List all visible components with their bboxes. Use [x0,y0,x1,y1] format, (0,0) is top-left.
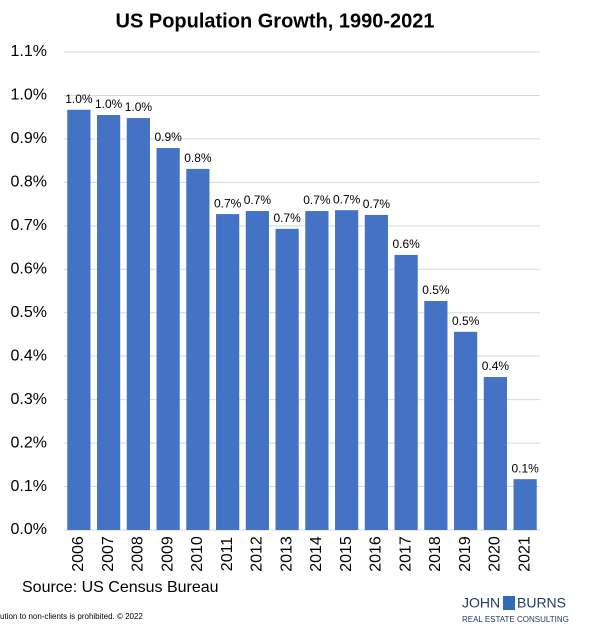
bar [335,210,359,530]
value-label: 1.0% [95,97,123,111]
x-tick-label: 2010 [189,536,206,572]
bar [186,168,210,530]
x-tick-label: 2007 [100,536,117,572]
value-label: 0.7% [244,193,272,207]
bar [513,479,537,530]
value-label: 0.7% [363,197,391,211]
chart-title: US Population Growth, 1990-2021 [116,10,435,32]
x-tick-label: 2021 [516,536,533,572]
x-tick-label: 2016 [368,536,385,572]
y-tick-label: 0.5% [11,304,47,321]
value-label: 0.9% [154,130,182,144]
logo: JOHN BURNS REAL ESTATE CONSULTING [462,595,569,624]
value-label: 0.6% [392,237,420,251]
bar [305,211,329,530]
bar [156,148,180,530]
value-label: 0.4% [482,359,510,373]
y-tick-label: 1.1% [11,43,47,60]
bar [275,228,299,531]
x-tick-label: 2019 [457,536,474,572]
bar [394,254,418,530]
x-tick-label: 2015 [338,536,355,572]
y-tick-label: 0.7% [11,217,47,234]
bar [126,118,150,531]
value-label: 0.5% [422,283,450,297]
value-label: 1.0% [65,92,93,106]
logo-name: BURNS [517,595,566,611]
y-tick-label: 0.0% [11,521,47,538]
value-label: 0.7% [333,192,361,206]
y-tick-label: 0.6% [11,260,47,277]
y-tick-label: 1.0% [11,87,47,104]
value-label: 0.7% [214,196,242,210]
x-tick-label: 2017 [397,536,414,572]
bar [424,300,448,530]
x-tick-label: 2011 [219,537,236,572]
x-tick-label: 2020 [487,536,504,572]
y-tick-label: 0.4% [11,347,47,364]
source: Source: US Census Bureau [22,579,219,596]
x-tick-label: 2014 [308,536,325,572]
bar [454,331,478,530]
y-tick-label: 0.1% [11,478,47,495]
value-label: 0.5% [452,314,480,328]
bar [67,109,91,530]
value-label: 0.7% [273,211,301,225]
footer: ution to non-clients is prohibited. © 20… [0,612,143,621]
bar [483,377,507,530]
logo-name: JOHN [462,595,500,611]
y-tick-label: 0.8% [11,174,47,191]
bar [216,214,240,530]
bar [364,214,388,531]
x-tick-label: 2012 [249,536,266,572]
x-tick-label: 2018 [427,536,444,572]
logo-tagline: REAL ESTATE CONSULTING [462,615,569,624]
bar [245,211,269,530]
y-tick-label: 0.2% [11,434,47,451]
x-tick-label: 2013 [278,536,295,572]
value-label: 0.7% [303,193,331,207]
value-label: 0.8% [184,151,212,165]
logo-icon [503,596,515,610]
x-tick-label: 2009 [159,536,176,572]
bar [97,115,121,530]
y-tick-label: 0.9% [11,130,47,147]
value-label: 0.1% [511,461,539,475]
x-tick-label: 2008 [130,536,147,572]
value-label: 1.0% [125,100,153,114]
y-tick-label: 0.3% [11,391,47,408]
x-tick-label: 2006 [70,536,87,572]
